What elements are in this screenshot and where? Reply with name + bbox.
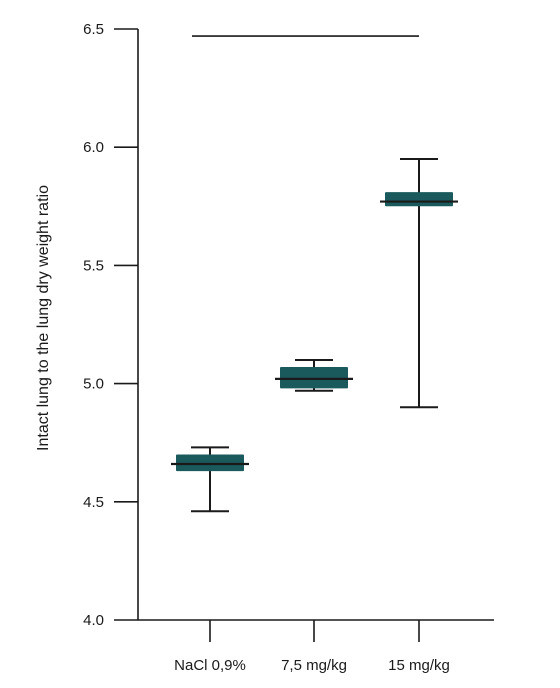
y-tick-label: 6.0 xyxy=(83,139,104,156)
y-tick-label: 4.0 xyxy=(83,612,104,629)
x-tick-label: 15 mg/kg xyxy=(388,657,450,674)
x-axis: NaCl 0,9% 7,5 mg/kg 15 mg/kg xyxy=(138,619,494,674)
box-1 xyxy=(171,446,249,513)
y-tick-label: 5.5 xyxy=(83,257,104,274)
y-axis: 4.0 4.5 5.0 5.5 6.0 6.5 xyxy=(83,21,139,629)
iqr-box xyxy=(176,454,244,472)
x-tick-label: 7,5 mg/kg xyxy=(281,657,347,674)
iqr-box xyxy=(385,192,453,207)
y-tick-label: 5.0 xyxy=(83,376,104,393)
box-3 xyxy=(380,158,458,409)
box-2 xyxy=(275,358,353,392)
x-tick-label: NaCl 0,9% xyxy=(174,657,246,674)
y-tick-label: 4.5 xyxy=(83,494,104,511)
iqr-box xyxy=(280,367,348,389)
y-axis-label: Intact lung to the lung dry weight ratio xyxy=(35,185,52,451)
plot-area xyxy=(171,35,458,513)
y-tick-label: 6.5 xyxy=(83,21,104,38)
